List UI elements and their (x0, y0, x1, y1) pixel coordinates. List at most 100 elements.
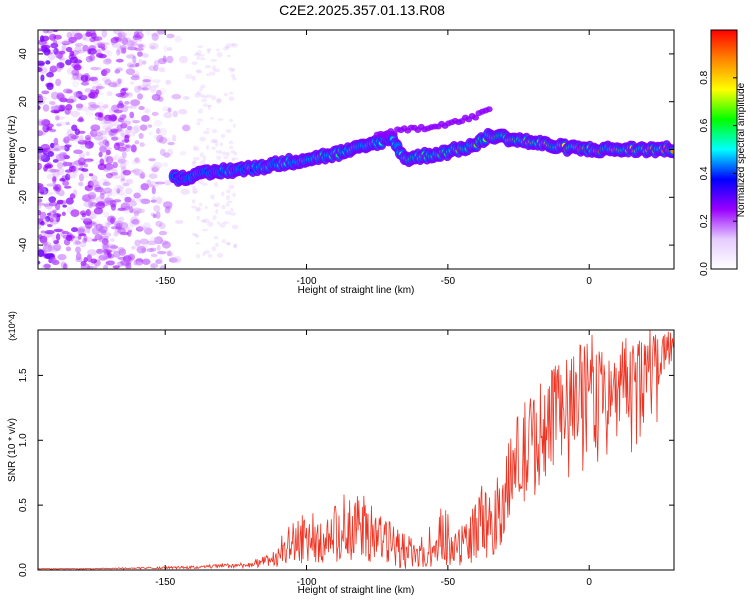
noise-blob (113, 232, 119, 237)
noise-blob (124, 226, 135, 231)
noise-blob (62, 204, 67, 208)
noise-blob (233, 243, 238, 248)
colorbar: 0.0 0.2 0.4 0.6 0.8 Normalized spectral ampl… (699, 29, 747, 276)
noise-blob (124, 134, 130, 143)
noise-blob (48, 52, 56, 61)
noise-blob (138, 44, 144, 48)
noise-blob (110, 188, 118, 196)
noise-blob (69, 50, 75, 57)
noise-blob (130, 39, 138, 44)
noise-blob (232, 76, 237, 81)
noise-blob (150, 32, 161, 37)
noise-blob (62, 230, 69, 235)
noise-blob (165, 33, 172, 40)
noise-blob (131, 126, 139, 135)
spectrogram-x-tick-label: 0 (586, 276, 592, 287)
noise-blob (71, 124, 78, 132)
noise-blob (195, 208, 201, 211)
noise-blob (38, 41, 48, 46)
noise-blob (109, 245, 119, 249)
noise-blob (137, 30, 143, 33)
noise-blob (115, 37, 122, 42)
noise-blob (48, 196, 57, 203)
noise-blob (69, 193, 76, 199)
noise-blob (74, 138, 85, 143)
noise-blob (130, 131, 136, 137)
noise-blob (136, 245, 147, 254)
noise-blob (64, 108, 71, 115)
noise-blob (55, 64, 61, 69)
noise-blob (112, 30, 122, 35)
noise-blob (38, 120, 45, 126)
noise-blob (56, 123, 62, 127)
noise-blob (111, 81, 118, 88)
noise-blob (126, 62, 134, 69)
noise-blob (117, 146, 127, 152)
noise-blob (230, 207, 234, 213)
noise-blob (227, 200, 233, 204)
noise-blob (221, 239, 226, 244)
noise-blob (191, 61, 198, 66)
noise-blob (43, 263, 51, 269)
noise-blob (181, 124, 191, 132)
noise-blob (231, 157, 239, 161)
noise-blob (226, 241, 231, 246)
noise-blob (166, 250, 172, 257)
noise-blob (38, 249, 45, 258)
noise-blob (131, 245, 136, 250)
noise-blob (209, 71, 216, 76)
noise-blob (118, 136, 125, 142)
noise-blob (76, 227, 85, 233)
noise-blob (155, 89, 162, 97)
noise-blob (138, 106, 145, 111)
noise-blob (94, 186, 104, 193)
noise-blob (40, 44, 51, 49)
noise-blob (153, 204, 161, 212)
noise-blob (75, 256, 83, 263)
noise-blob (63, 185, 72, 189)
noise-blob (99, 190, 107, 196)
noise-blob (190, 205, 197, 209)
noise-blob (77, 157, 86, 166)
noise-blob (128, 220, 134, 228)
noise-blob (53, 142, 60, 151)
noise-blob (211, 146, 216, 150)
snr-y-ticks: 0.0 0.5 1.0 1.5 (18, 368, 674, 577)
noise-blob (191, 75, 196, 81)
noise-blob (199, 160, 206, 166)
noise-blob (132, 260, 143, 267)
noise-blob (42, 239, 48, 246)
noise-blob (70, 77, 78, 81)
noise-blob (111, 136, 119, 141)
noise-blob (228, 140, 234, 145)
noise-blob (166, 33, 175, 39)
noise-blob (152, 214, 157, 218)
noise-blob (94, 88, 100, 95)
noise-blob (201, 182, 208, 186)
noise-blob (57, 253, 67, 261)
spectrogram-x-ticks: -150 -100 -50 0 (155, 30, 592, 287)
noise-blob (153, 134, 160, 139)
noise-blob (104, 196, 111, 204)
noise-blob (219, 222, 226, 228)
spectrogram-x-tick-label: -50 (441, 276, 456, 287)
noise-blob (216, 98, 222, 103)
noise-blob (196, 45, 204, 49)
noise-blob (84, 158, 94, 162)
noise-blob (207, 221, 214, 227)
noise-blob (40, 143, 51, 151)
snr-y-tick-label: 1.5 (18, 368, 29, 382)
noise-blob (211, 246, 217, 252)
noise-blob (65, 98, 75, 104)
noise-blob (117, 32, 122, 38)
noise-blob (114, 153, 120, 161)
noise-blob (131, 218, 140, 225)
noise-blob (41, 90, 50, 95)
noise-blob (48, 211, 58, 219)
noise-blob (199, 152, 205, 158)
noise-blob (178, 55, 188, 64)
noise-blob (212, 215, 217, 220)
noise-blob (223, 156, 229, 160)
noise-blob (225, 242, 231, 245)
noise-blob (75, 252, 82, 261)
